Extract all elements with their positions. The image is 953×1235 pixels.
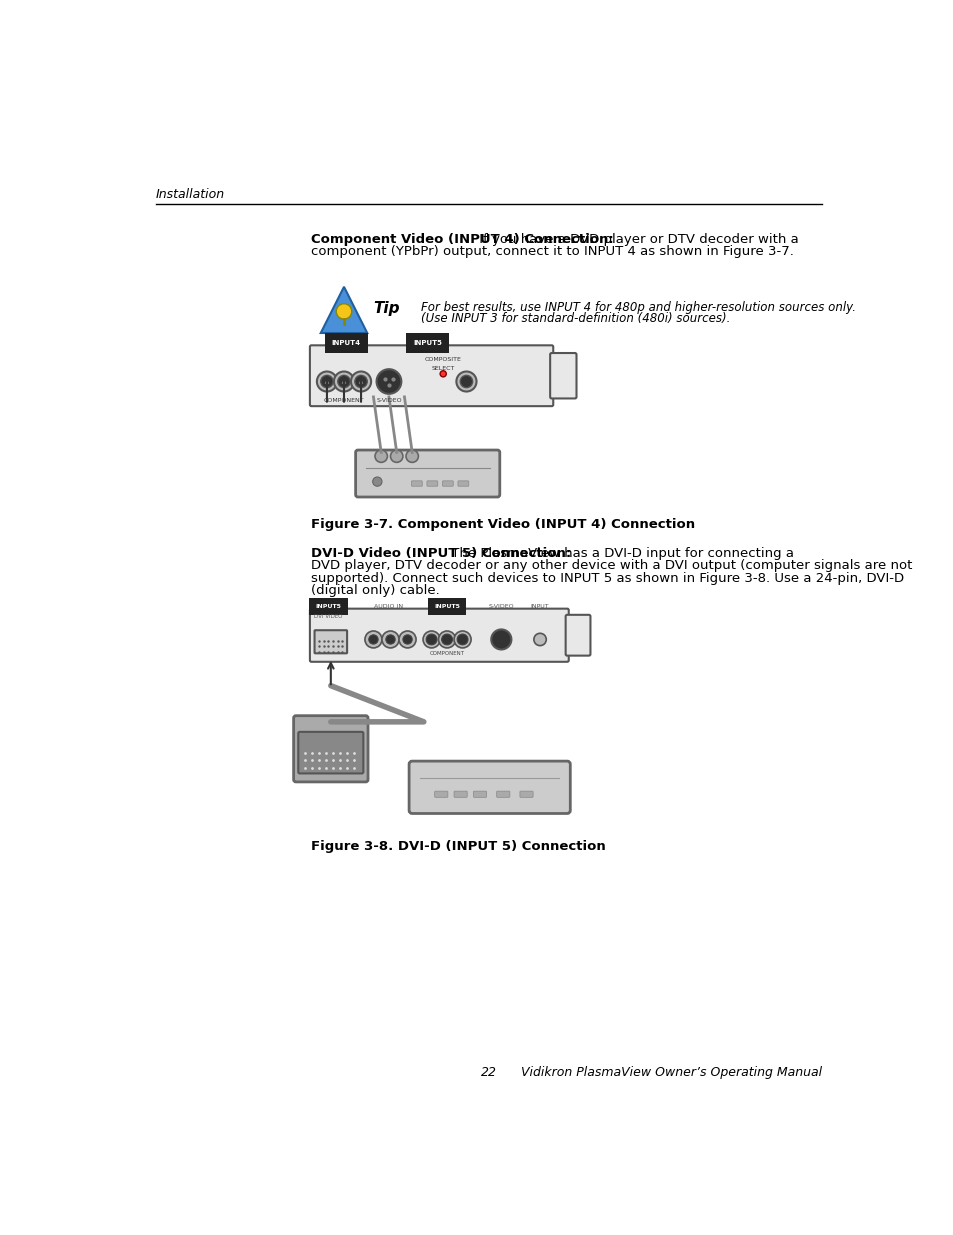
FancyBboxPatch shape bbox=[411, 480, 422, 487]
Text: COMPONENT: COMPONENT bbox=[323, 399, 364, 404]
Text: Figure 3-7. Component Video (INPUT 4) Connection: Figure 3-7. Component Video (INPUT 4) Co… bbox=[311, 517, 695, 531]
Text: S-VIDEO: S-VIDEO bbox=[375, 399, 401, 404]
Circle shape bbox=[385, 635, 395, 645]
FancyBboxPatch shape bbox=[473, 792, 486, 798]
Text: INPUT4: INPUT4 bbox=[332, 340, 360, 346]
Text: (Use INPUT 3 for standard-definition (480i) sources).: (Use INPUT 3 for standard-definition (48… bbox=[421, 312, 730, 325]
FancyBboxPatch shape bbox=[442, 480, 453, 487]
FancyBboxPatch shape bbox=[409, 761, 570, 814]
Circle shape bbox=[337, 375, 350, 388]
Circle shape bbox=[439, 370, 446, 377]
Circle shape bbox=[365, 631, 381, 648]
Text: component (YPbPr) output, connect it to INPUT 4 as shown in Figure 3-7.: component (YPbPr) output, connect it to … bbox=[311, 246, 794, 258]
FancyBboxPatch shape bbox=[310, 609, 568, 662]
Circle shape bbox=[375, 450, 387, 462]
Circle shape bbox=[398, 631, 416, 648]
Polygon shape bbox=[320, 287, 367, 333]
Text: S-VIDEO: S-VIDEO bbox=[488, 604, 514, 609]
Circle shape bbox=[454, 631, 471, 648]
Circle shape bbox=[426, 634, 436, 645]
Circle shape bbox=[438, 631, 456, 648]
Circle shape bbox=[390, 450, 402, 462]
FancyBboxPatch shape bbox=[314, 630, 347, 653]
Text: supported). Connect such devices to INPUT 5 as shown in Figure 3-8. Use a 24-pin: supported). Connect such devices to INPU… bbox=[311, 572, 903, 584]
Circle shape bbox=[355, 375, 367, 388]
Text: Tip: Tip bbox=[373, 301, 399, 316]
FancyBboxPatch shape bbox=[519, 792, 533, 798]
Circle shape bbox=[357, 378, 364, 384]
FancyBboxPatch shape bbox=[550, 353, 576, 399]
Text: Vidikron PlasmaView Owner’s Operating Manual: Vidikron PlasmaView Owner’s Operating Ma… bbox=[520, 1066, 821, 1079]
Circle shape bbox=[320, 375, 333, 388]
Circle shape bbox=[534, 634, 546, 646]
FancyBboxPatch shape bbox=[454, 792, 467, 798]
Circle shape bbox=[422, 631, 439, 648]
Circle shape bbox=[316, 372, 336, 391]
Text: The PlasmaView has a DVI-D input for connecting a: The PlasmaView has a DVI-D input for con… bbox=[447, 547, 793, 559]
Text: (digital only) cable.: (digital only) cable. bbox=[311, 584, 439, 597]
Text: DVD player, DTV decoder or any other device with a DVI output (computer signals : DVD player, DTV decoder or any other dev… bbox=[311, 559, 912, 572]
Text: SELECT: SELECT bbox=[431, 366, 455, 370]
Circle shape bbox=[381, 631, 398, 648]
Text: For best results, use INPUT 4 for 480p and higher-resolution sources only.: For best results, use INPUT 4 for 480p a… bbox=[421, 300, 856, 314]
Text: If you have a DVD player or DTV decoder with a: If you have a DVD player or DTV decoder … bbox=[475, 233, 799, 246]
Text: Component Video (INPUT 4) Connection:: Component Video (INPUT 4) Connection: bbox=[311, 233, 614, 246]
Circle shape bbox=[335, 304, 352, 319]
FancyBboxPatch shape bbox=[457, 480, 468, 487]
Text: COMPOSITE: COMPOSITE bbox=[424, 357, 461, 362]
Text: INPUT: INPUT bbox=[530, 604, 549, 609]
FancyBboxPatch shape bbox=[565, 615, 590, 656]
Text: INPUT5: INPUT5 bbox=[315, 604, 341, 609]
FancyBboxPatch shape bbox=[435, 792, 447, 798]
Circle shape bbox=[376, 369, 401, 394]
Circle shape bbox=[373, 477, 381, 487]
FancyBboxPatch shape bbox=[294, 716, 368, 782]
Circle shape bbox=[491, 630, 511, 650]
Text: 22: 22 bbox=[480, 1066, 497, 1079]
Text: Installation: Installation bbox=[155, 188, 225, 201]
Circle shape bbox=[441, 634, 452, 645]
Text: DVI-D Video (INPUT 5) Connection:: DVI-D Video (INPUT 5) Connection: bbox=[311, 547, 571, 559]
FancyBboxPatch shape bbox=[355, 450, 499, 496]
FancyBboxPatch shape bbox=[497, 792, 509, 798]
Text: INPUT5: INPUT5 bbox=[413, 340, 441, 346]
Text: COMPONENT: COMPONENT bbox=[429, 651, 464, 656]
Circle shape bbox=[351, 372, 371, 391]
Circle shape bbox=[459, 375, 472, 388]
FancyBboxPatch shape bbox=[427, 480, 437, 487]
Circle shape bbox=[369, 635, 377, 645]
Circle shape bbox=[456, 372, 476, 391]
FancyBboxPatch shape bbox=[310, 346, 553, 406]
FancyBboxPatch shape bbox=[298, 732, 363, 773]
Circle shape bbox=[456, 634, 468, 645]
Circle shape bbox=[334, 372, 354, 391]
Text: AUDIO IN: AUDIO IN bbox=[374, 604, 403, 609]
Circle shape bbox=[406, 450, 418, 462]
Text: INPUT5: INPUT5 bbox=[434, 604, 459, 609]
Circle shape bbox=[340, 378, 347, 384]
Text: DVI VIDEO: DVI VIDEO bbox=[314, 614, 342, 619]
Circle shape bbox=[402, 635, 412, 645]
Text: Figure 3-8. DVI-D (INPUT 5) Connection: Figure 3-8. DVI-D (INPUT 5) Connection bbox=[311, 840, 605, 852]
Circle shape bbox=[323, 378, 330, 384]
